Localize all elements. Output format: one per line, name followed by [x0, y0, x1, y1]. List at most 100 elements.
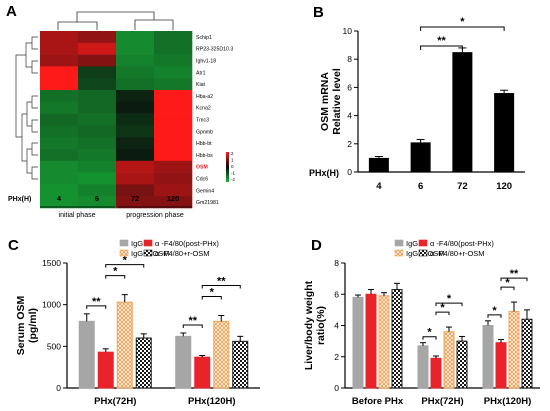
- heatmap-cell-Tmc3-4: [40, 113, 79, 126]
- heatmap-cell-Ighv1-18-72: [116, 54, 155, 67]
- bar-PHx(72H)-1: [430, 357, 442, 389]
- significance-bracket: [420, 26, 505, 31]
- heatmap-row-label: Hba-a2: [196, 94, 213, 100]
- legend-swatch: [143, 249, 153, 257]
- panel-d-bar-chart: 0 2 4 6 8 Liver/body weightratio(%) Before PHx…: [303, 239, 540, 407]
- legend-swatch: [394, 239, 404, 247]
- colorbar: [226, 152, 229, 182]
- heatmap-row-label: Ighv1-18: [196, 59, 216, 65]
- legend-label: IgG: [406, 239, 418, 248]
- significance-bracket: [435, 302, 463, 307]
- bar-72: [452, 52, 473, 172]
- heatmap-cell-Hbb-bt-120: [154, 137, 193, 150]
- heatmap-cell-Hbb-bs-4: [40, 149, 79, 162]
- y-tick-label: 1500: [42, 258, 61, 268]
- heatmap-cell-Hbb-bs-72: [116, 149, 155, 162]
- heatmap-cell-Hbb-bs-6: [78, 149, 117, 162]
- bar-PHx(72H)-3: [456, 340, 468, 389]
- heatmap-cell-Tmc3-120: [154, 113, 193, 126]
- heatmap-cell-RP23-325D10.3-120: [154, 42, 193, 55]
- y-tick-label: 500: [47, 341, 61, 351]
- heatmap-cell-Cdc6-6: [78, 172, 117, 185]
- legend-swatch: [418, 239, 428, 247]
- panel-c-bar-chart: 0 500 1000 1500 Serum OSM(pg/ml) PHx(72H) PHx(…: [15, 239, 260, 407]
- x-tick-label: Before PHx: [352, 396, 404, 407]
- y-axis-label: Serum OSM(pg/ml): [15, 295, 39, 355]
- heatmap-cell-Tmc3-72: [116, 113, 155, 126]
- heatmap-cell-Gemin4-6: [78, 184, 117, 197]
- colorbar-tick-label: 0: [231, 164, 234, 169]
- colorbar-tick-label: 2: [231, 151, 234, 156]
- bar-Before PHx-3: [391, 289, 403, 389]
- heatmap-cell-Ighv1-18-120: [154, 54, 193, 67]
- significance-label: **: [510, 268, 519, 280]
- heatmap-cell-OSM-120: [154, 160, 193, 173]
- heatmap-cell-Hba-a2-72: [116, 90, 155, 103]
- bar-PHx(72H)-0: [417, 345, 429, 389]
- panel-label-c: C: [8, 237, 19, 254]
- significance-label: **: [437, 35, 446, 47]
- y-tick-label: 6: [347, 82, 352, 92]
- heatmap-cell-Hbb-bt-4: [40, 137, 79, 150]
- legend-label: α -F4/80(post-PHx): [430, 239, 494, 248]
- colorbar-tick-label: 1: [231, 158, 234, 163]
- heatmap-cell-Gm21981-6: [78, 196, 117, 209]
- significance-bracket: [422, 336, 437, 340]
- heatmap-cell-Gemin4-4: [40, 184, 79, 197]
- significance-label: **: [92, 296, 101, 308]
- heatmap-column-label: 6: [95, 194, 99, 203]
- heatmap-row-label: Kcna2: [196, 106, 211, 112]
- significance-label: *: [123, 255, 128, 267]
- y-tick-label: 2: [347, 139, 352, 149]
- significance-label: *: [210, 287, 215, 299]
- heatmap-row-label: Gpnmb: [196, 129, 213, 135]
- heatmap-cell-Schip1-120: [154, 31, 193, 44]
- bar-4: [368, 157, 389, 172]
- heatmap-column-label: 72: [131, 194, 139, 203]
- bar-PHx(72H)-3: [135, 337, 152, 389]
- heatmap-cell-OSM-4: [40, 160, 79, 173]
- y-tick-label: 10: [343, 26, 353, 36]
- heatmap-cell-Gm21981-4: [40, 196, 79, 209]
- significance-label: *: [440, 302, 445, 314]
- heatmap-cell-Ighv1-18-4: [40, 54, 79, 67]
- significance-bracket: [500, 286, 515, 291]
- heatmap-cell-RP23-325D10.3-4: [40, 42, 79, 55]
- heatmap-cell-Gpnmb-72: [116, 125, 155, 138]
- legend-swatch: [394, 249, 404, 257]
- heatmap-cell-Hba-a2-4: [40, 90, 79, 103]
- heatmap-cells: [40, 31, 193, 209]
- heatmap-cell-Atr1-6: [78, 66, 117, 79]
- x-tick-label: 72: [457, 181, 468, 192]
- progression-phase-label: progression phase: [126, 212, 184, 219]
- heatmap-row-label: Tmc3: [196, 118, 209, 124]
- significance-label: *: [460, 16, 465, 28]
- heatmap-cell-Atr1-4: [40, 66, 79, 79]
- heatmap-column-labels: 4 6 72 120: [57, 194, 179, 203]
- heatmap-cell-Cdc6-4: [40, 172, 79, 185]
- panel-label-d: D: [311, 237, 322, 254]
- heatmap-cell-Gemin4-72: [116, 184, 155, 197]
- bar-PHx(120H)-1: [194, 356, 211, 389]
- column-dendrogram: [57, 11, 174, 30]
- heatmap-cell-Schip1-6: [78, 31, 117, 44]
- heatmap-cell-Schip1-4: [40, 31, 79, 44]
- legend-swatch: [418, 249, 428, 257]
- heatmap-cell-Gm21981-72: [116, 196, 155, 209]
- heatmap-row-label: Atr1: [196, 70, 206, 76]
- heatmap-cell-Kiat-6: [78, 78, 117, 91]
- heatmap-row-label: Cdc6: [196, 177, 208, 183]
- significance-label: *: [447, 293, 452, 305]
- bar-PHx(120H)-2: [213, 320, 230, 389]
- significance-bracket: [487, 314, 502, 318]
- heatmap-row-label: Schip1: [196, 35, 212, 41]
- significance-bracket: [182, 324, 203, 328]
- heatmap-column-label: 120: [167, 194, 180, 203]
- bar-PHx(120H)-3: [232, 340, 249, 389]
- significance-label: **: [188, 315, 197, 327]
- x-tick-label: 120: [496, 181, 512, 192]
- significance-bracket: [105, 264, 145, 268]
- significance-bracket: [201, 296, 222, 300]
- row-dendrogram: [15, 36, 38, 180]
